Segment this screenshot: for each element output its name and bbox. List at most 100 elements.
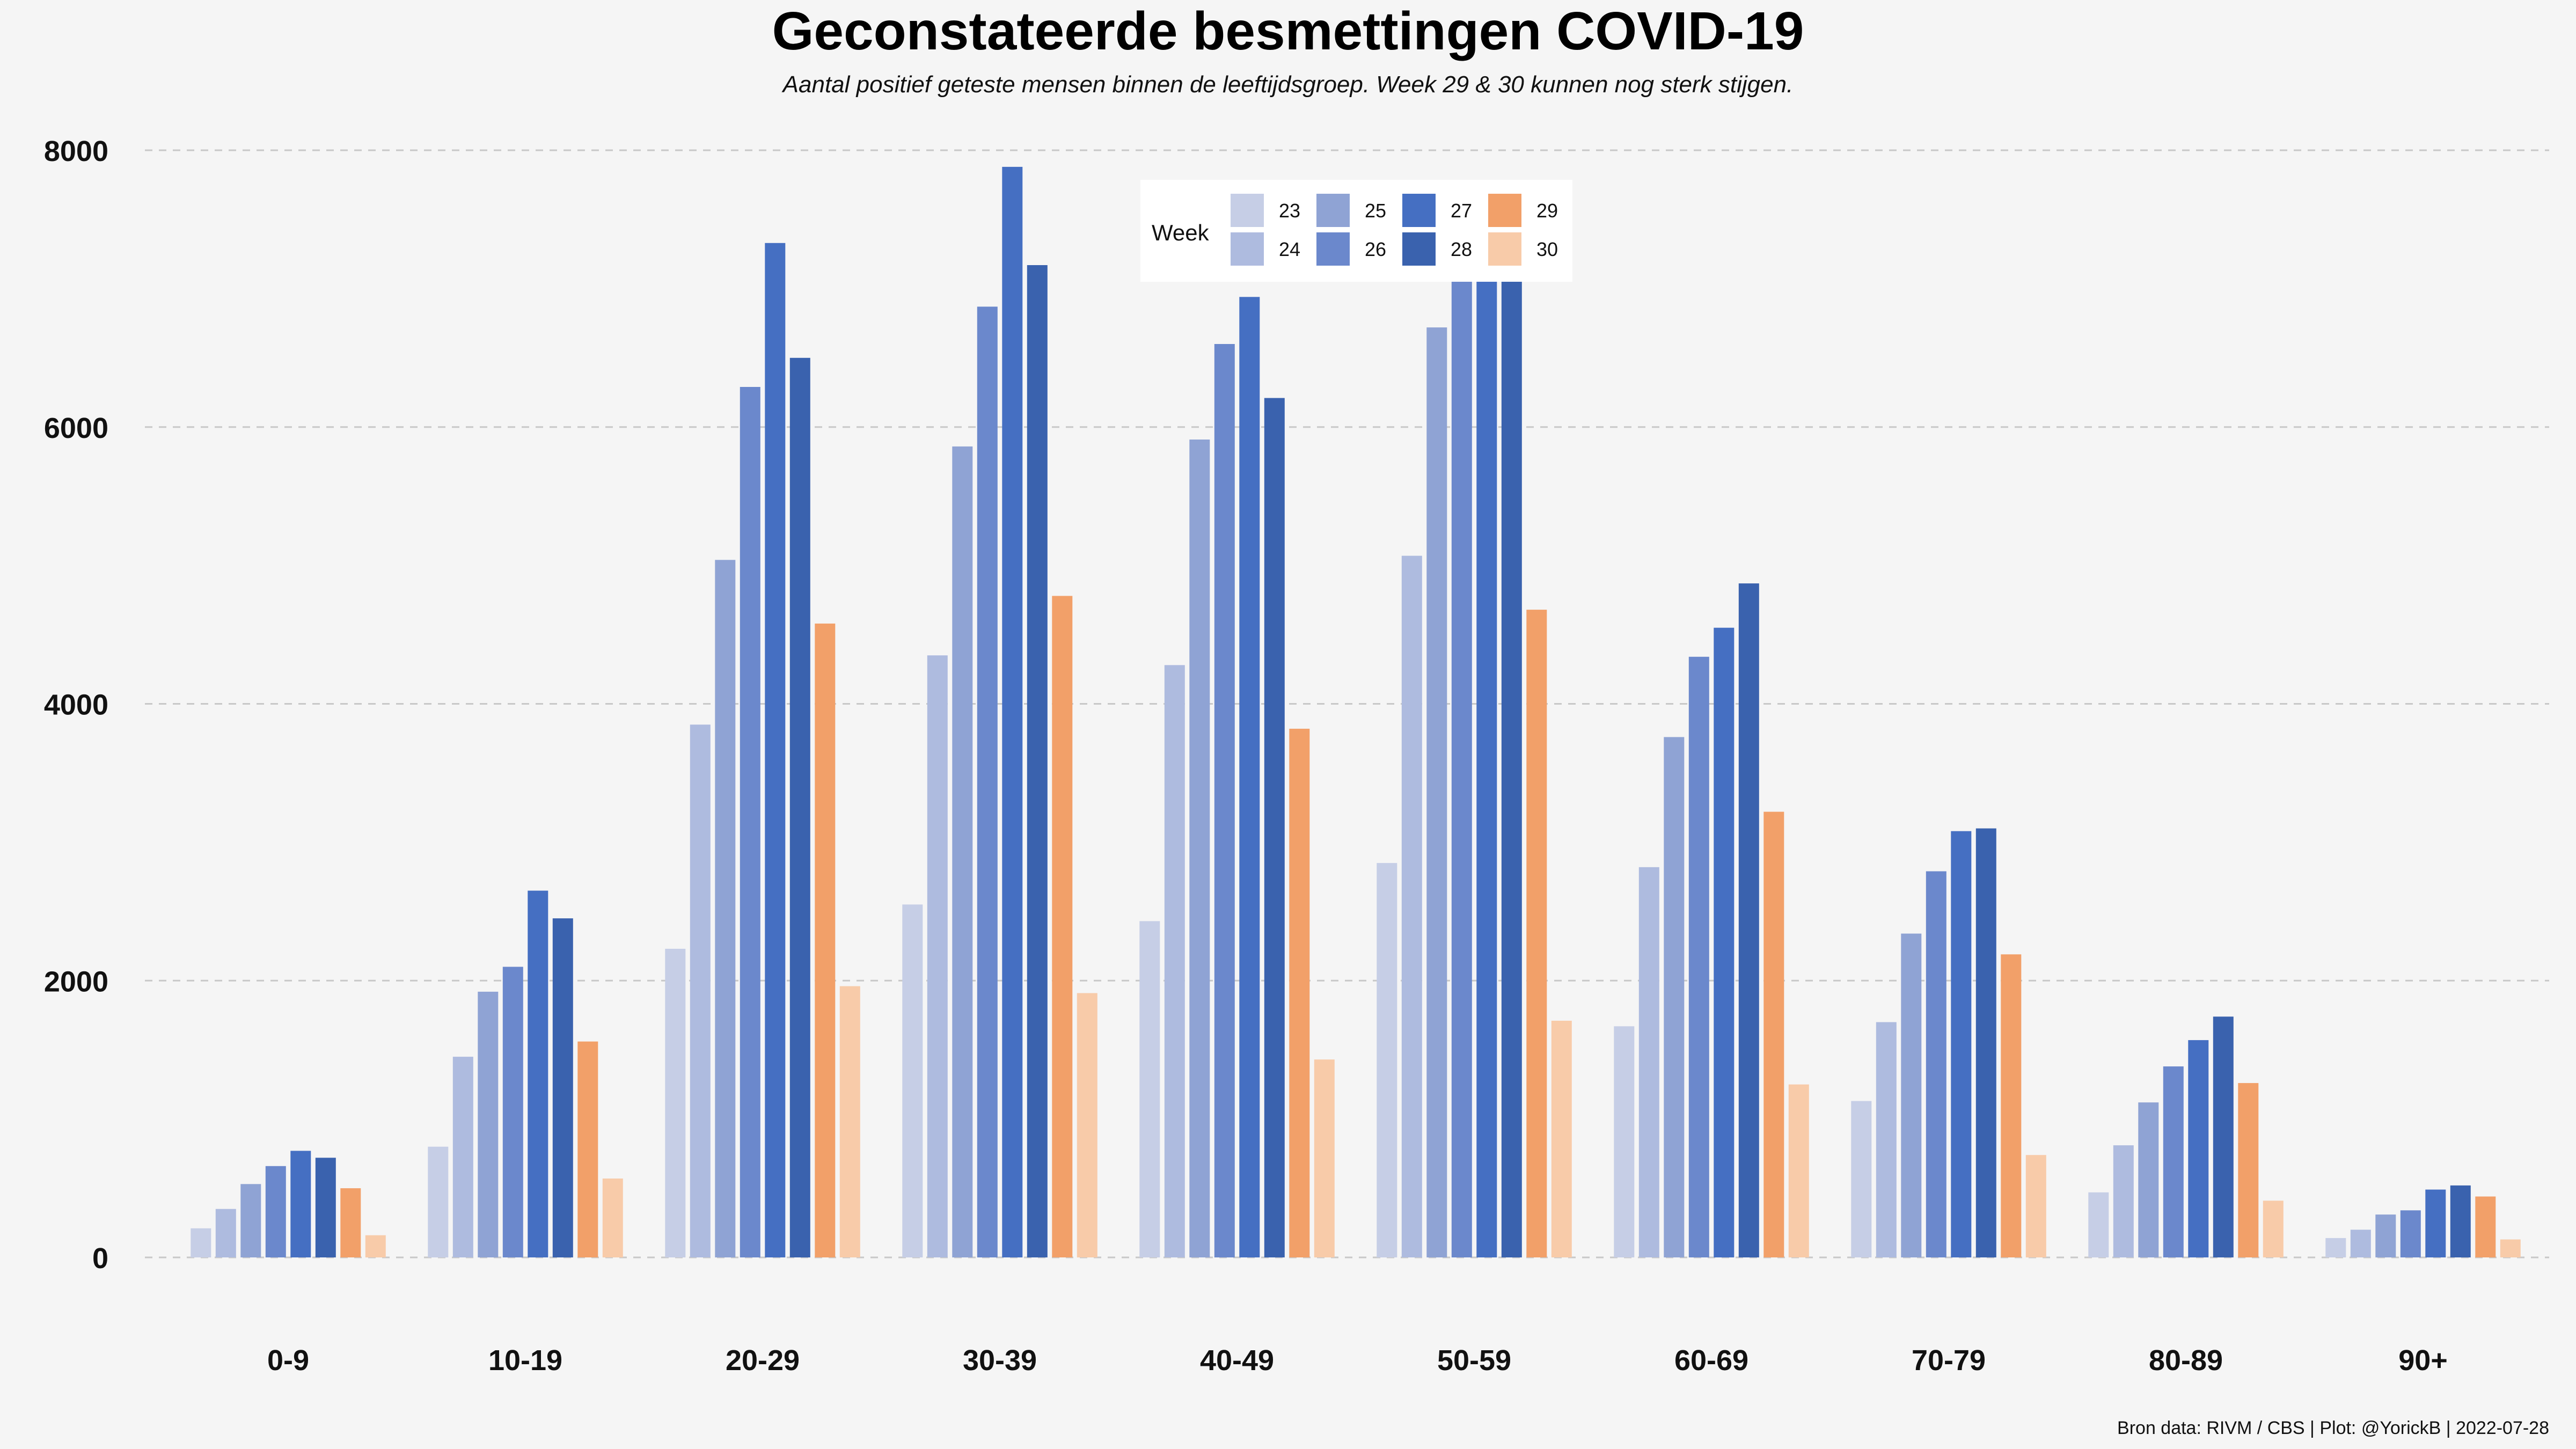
bar-10-19-week-27 (528, 890, 548, 1257)
bar-0-9-week-25 (240, 1184, 261, 1257)
bar-60-69-week-27 (1714, 627, 1735, 1257)
legend-label-23: 23 (1279, 200, 1300, 222)
bar-90+-week-24 (2350, 1230, 2371, 1257)
bar-10-19-week-26 (502, 967, 523, 1257)
bar-30-39-week-26 (977, 306, 998, 1257)
bar-40-49-week-24 (1164, 665, 1185, 1257)
bar-70-79-week-25 (1901, 933, 1922, 1257)
bar-group-80-89 (2088, 1016, 2284, 1257)
bar-30-39-week-30 (1077, 993, 1097, 1257)
bar-10-19-week-30 (602, 1179, 623, 1257)
bar-20-29-week-24 (690, 724, 711, 1257)
bar-group-60-69 (1614, 583, 1809, 1257)
bar-20-29-week-29 (815, 623, 836, 1257)
x-tick-label: 20-29 (726, 1344, 800, 1377)
bar-10-19-week-25 (478, 991, 499, 1257)
x-tick-label: 90+ (2398, 1344, 2448, 1377)
chart-title: Geconstateerde besmettingen COVID-19 (772, 1, 1804, 61)
bar-60-69-week-24 (1638, 867, 1659, 1257)
legend-key-25 (1316, 194, 1350, 227)
legend-label-25: 25 (1365, 200, 1386, 222)
bar-90+-week-28 (2450, 1185, 2471, 1257)
bar-40-49-week-30 (1314, 1059, 1335, 1257)
bar-40-49-week-23 (1139, 921, 1160, 1257)
bar-50-59-week-27 (1476, 206, 1497, 1258)
legend-label-24: 24 (1279, 238, 1300, 260)
bar-60-69-week-28 (1738, 583, 1759, 1257)
bar-0-9-week-24 (215, 1209, 236, 1257)
legend-key-27 (1402, 194, 1436, 227)
bar-0-9-week-27 (290, 1151, 311, 1257)
bar-90+-week-25 (2375, 1214, 2396, 1257)
bar-90+-week-26 (2400, 1210, 2421, 1257)
bar-0-9-week-29 (340, 1188, 361, 1257)
legend-key-28 (1402, 232, 1436, 266)
bar-70-79-week-27 (1951, 831, 1972, 1257)
bar-80-89-week-23 (2088, 1192, 2109, 1257)
bar-group-90+ (2325, 1185, 2521, 1257)
bar-20-29-week-28 (789, 357, 810, 1257)
bar-30-39-week-29 (1052, 596, 1073, 1257)
bar-group-30-39 (902, 166, 1097, 1257)
legend-key-29 (1488, 194, 1521, 227)
bar-0-9-week-23 (191, 1228, 211, 1257)
bar-50-59-week-28 (1501, 233, 1522, 1258)
x-tick-label: 30-39 (963, 1344, 1037, 1377)
caption: Bron data: RIVM / CBS | Plot: @YorickB |… (2117, 1418, 2549, 1438)
legend-key-30 (1488, 232, 1521, 266)
legend-key-24 (1231, 232, 1264, 266)
bar-40-49-week-29 (1289, 728, 1310, 1257)
x-tick-label: 60-69 (1674, 1344, 1748, 1377)
bar-50-59-week-30 (1551, 1021, 1572, 1257)
x-tick-label: 40-49 (1200, 1344, 1274, 1377)
legend-key-26 (1316, 232, 1350, 266)
x-tick-label: 50-59 (1437, 1344, 1511, 1377)
bar-50-59-week-25 (1426, 327, 1447, 1257)
legend-label-26: 26 (1365, 238, 1386, 260)
bar-group-40-49 (1139, 297, 1335, 1257)
bar-30-39-week-25 (952, 446, 973, 1257)
bar-20-29-week-23 (665, 948, 686, 1257)
bar-80-89-week-29 (2238, 1083, 2259, 1257)
bar-50-59-week-24 (1401, 555, 1422, 1257)
legend-label-29: 29 (1536, 200, 1558, 222)
bar-60-69-week-25 (1664, 737, 1685, 1257)
bar-10-19-week-23 (428, 1146, 449, 1257)
bar-80-89-week-28 (2213, 1016, 2234, 1257)
legend-key-23 (1231, 194, 1264, 227)
bar-30-39-week-23 (902, 904, 923, 1257)
legend-items: 23 24 25 26 27 28 29 30 (1231, 194, 1558, 266)
bar-10-19-week-24 (452, 1057, 473, 1257)
bar-30-39-week-28 (1027, 265, 1048, 1257)
bar-40-49-week-28 (1264, 398, 1285, 1257)
bar-90+-week-27 (2425, 1189, 2446, 1257)
y-tick-label: 0 (92, 1242, 108, 1275)
y-axis: 0 2000 4000 6000 8000 (44, 135, 108, 1275)
bar-60-69-week-30 (1788, 1084, 1809, 1257)
bar-70-79-week-24 (1876, 1022, 1897, 1257)
bar-group-50-59 (1377, 206, 1572, 1258)
x-tick-label: 80-89 (2149, 1344, 2223, 1377)
bar-10-19-week-29 (577, 1041, 598, 1257)
x-axis: 0-9 10-19 20-29 30-39 40-49 50-59 60-69 70-79 80… (267, 1344, 2448, 1377)
bar-group-0-9 (191, 1151, 386, 1257)
bar-60-69-week-23 (1614, 1026, 1635, 1257)
legend-label-27: 27 (1451, 200, 1472, 222)
bar-80-89-week-27 (2188, 1040, 2209, 1257)
y-tick-label: 6000 (44, 412, 108, 444)
bar-group-20-29 (665, 243, 860, 1257)
bar-0-9-week-30 (365, 1235, 386, 1257)
legend-label-28: 28 (1451, 238, 1472, 260)
bar-50-59-week-29 (1526, 610, 1547, 1257)
grid-layer (145, 149, 2549, 1258)
bar-50-59-week-23 (1377, 863, 1397, 1257)
bar-20-29-week-30 (839, 986, 860, 1257)
bar-90+-week-30 (2500, 1239, 2521, 1257)
bar-40-49-week-27 (1239, 297, 1260, 1257)
bar-20-29-week-25 (715, 560, 736, 1257)
y-tick-label: 2000 (44, 965, 108, 998)
bar-40-49-week-26 (1214, 344, 1235, 1257)
legend-title: Week (1152, 220, 1210, 245)
bar-70-79-week-28 (1975, 828, 1996, 1257)
